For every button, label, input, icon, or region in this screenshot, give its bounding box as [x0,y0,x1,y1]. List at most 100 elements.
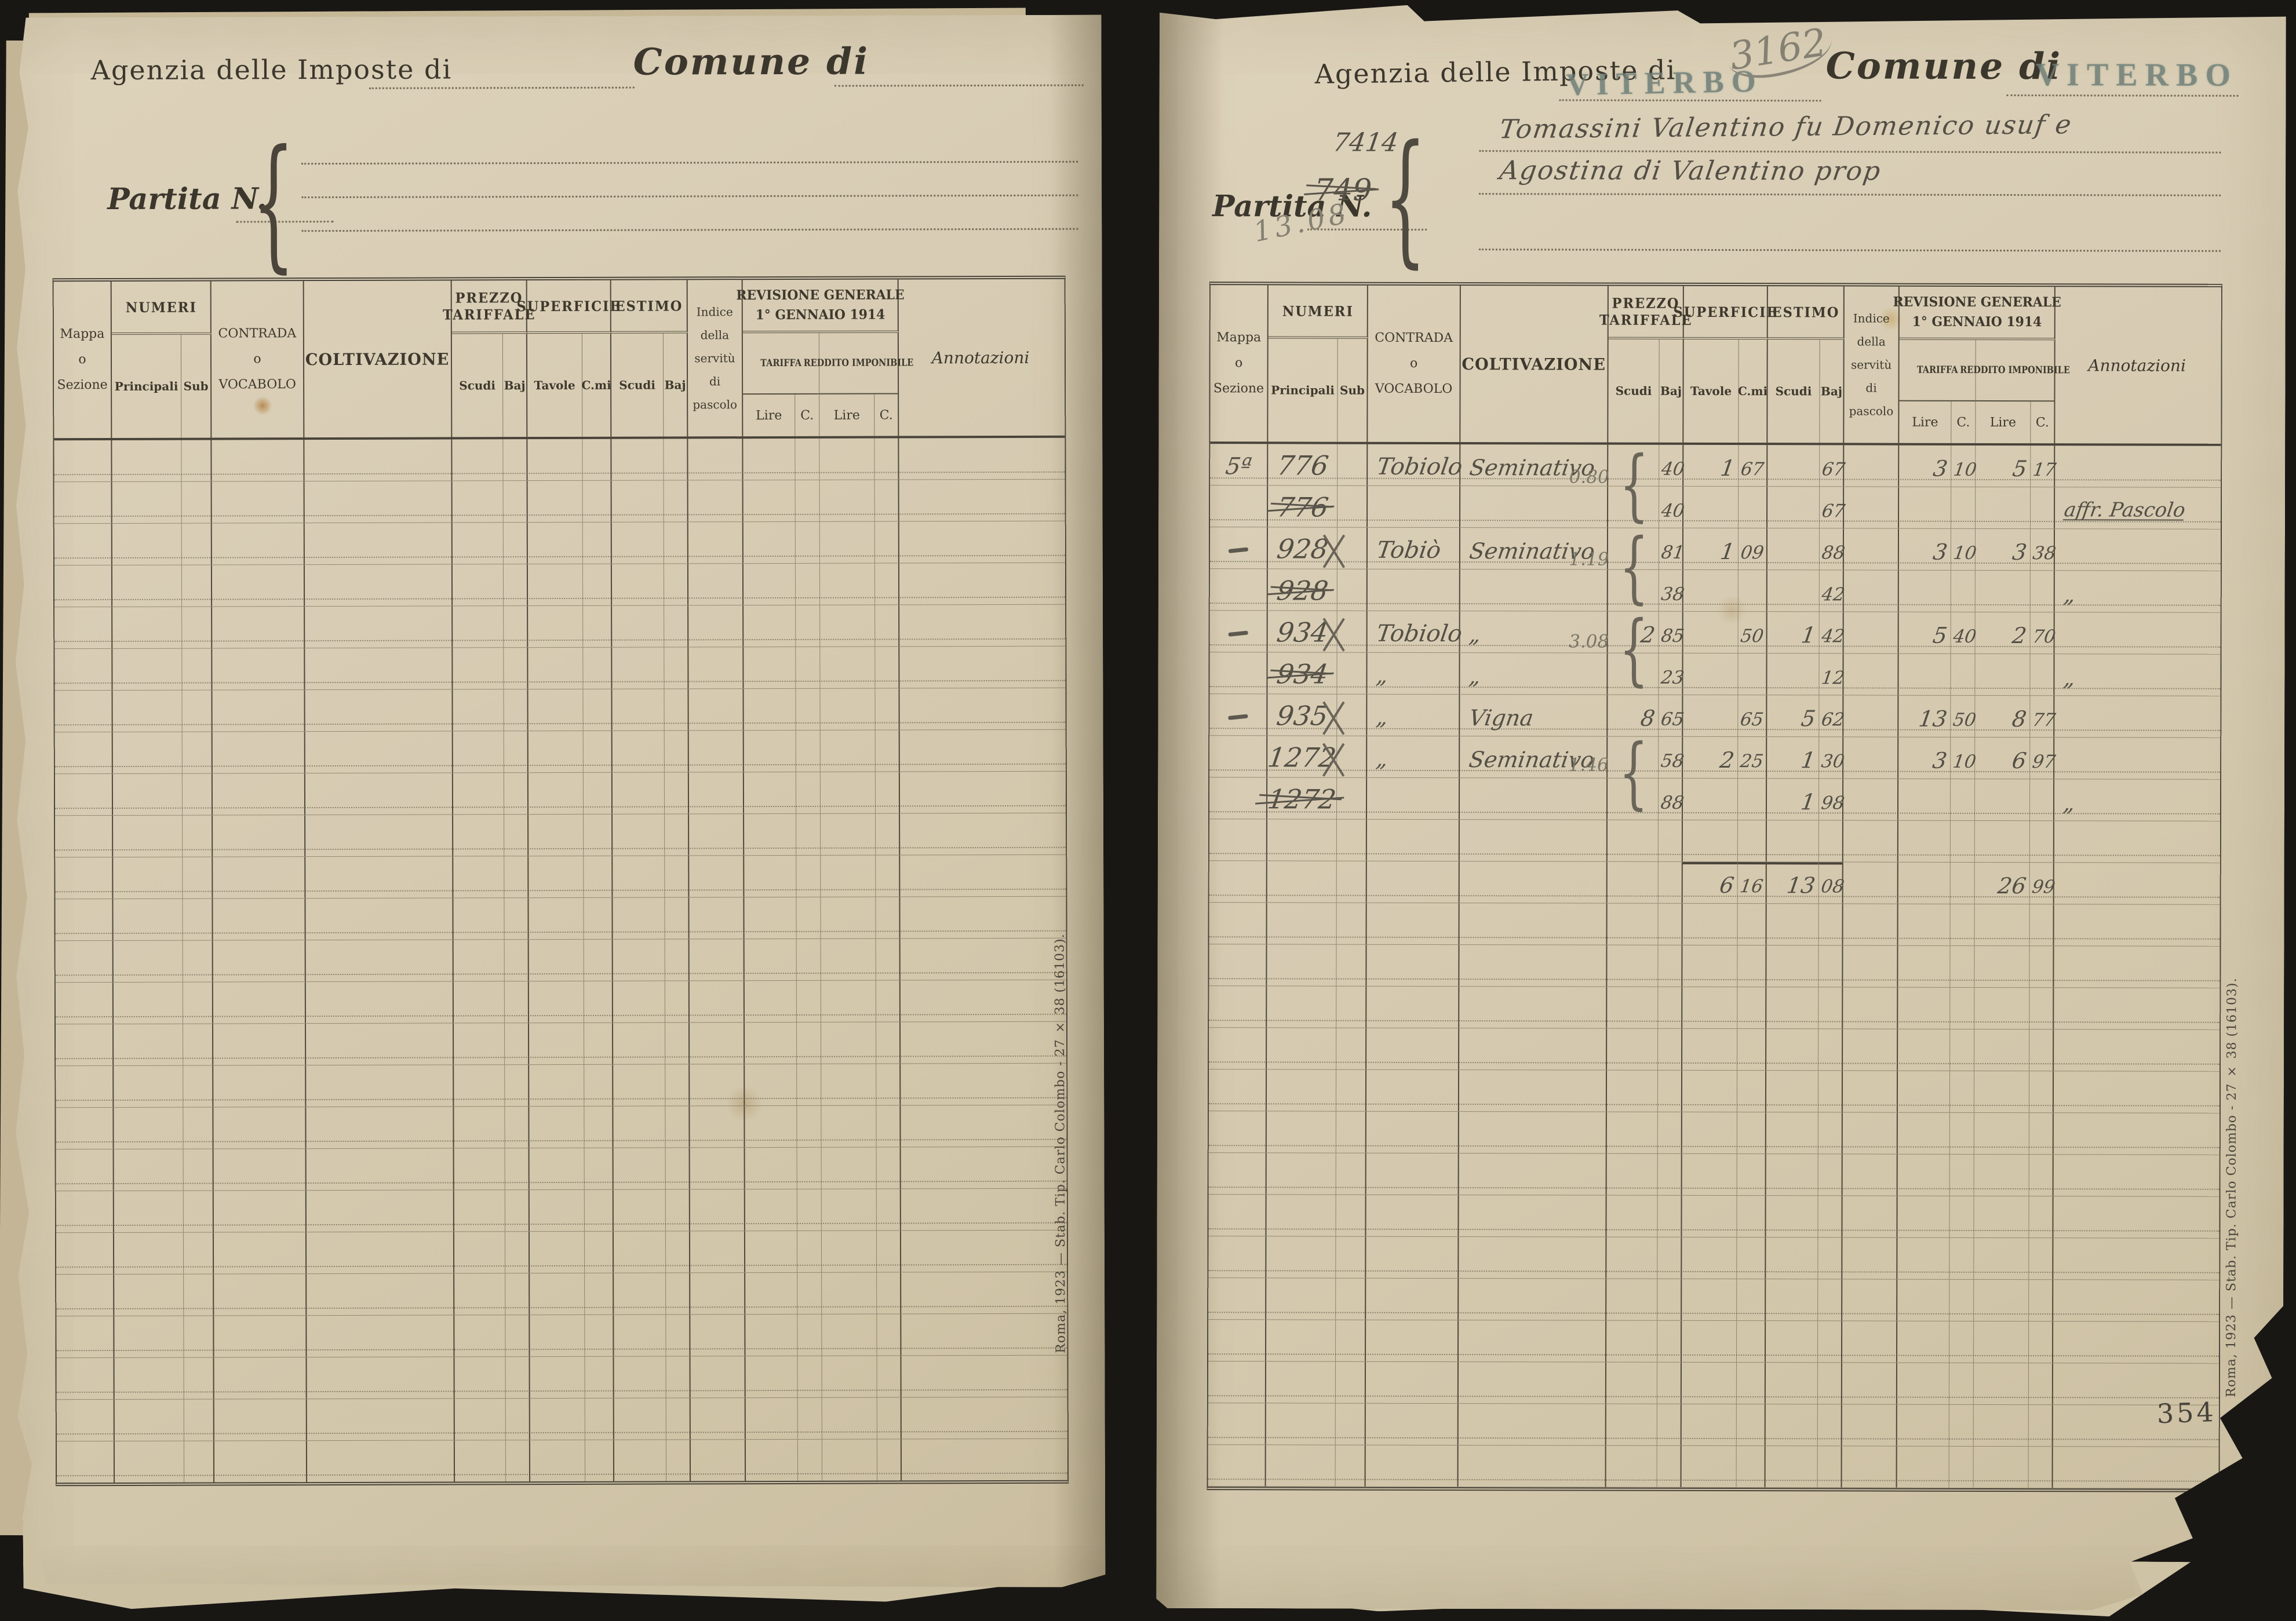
col-header-tavole: Tavole [527,334,582,437]
table-cell [746,1356,798,1397]
table-cell [1683,904,1738,945]
table-cell [585,1440,614,1481]
table-cell [184,1400,214,1441]
header-text: Principali [114,379,178,393]
handwritten-value: 3 [1931,539,1949,565]
table-cell [613,940,665,981]
table-cell [899,605,1063,647]
table-cell [797,981,821,1022]
header-text: PREZZO [455,289,523,306]
table-cell [1683,779,1738,820]
handwritten-value: 10 [1951,751,1978,772]
table-cell: „ [1367,736,1460,777]
table-cell [744,647,796,688]
table-cell [183,1066,213,1107]
handwritten-value: 38 [1660,583,1686,605]
table-cell [1683,820,1738,861]
table-cell [1842,1279,1897,1320]
table-cell [611,439,664,480]
table-cell [877,1147,901,1188]
header-text: NUMERI [125,298,197,316]
table-cell [1737,1112,1766,1153]
agency-label: Agenzia delle Imposte di [90,53,453,86]
header-text: VOCABOLO [218,377,296,392]
table-cell [1683,487,1739,528]
table-cell [1266,1445,1336,1486]
table-cell [796,897,821,939]
table-cell [113,774,183,815]
table-cell: 70 [2031,612,2055,653]
handwritten-value: 5 [1931,622,1949,648]
table-cell: „ [2054,779,2218,821]
table-cell [213,982,306,1023]
table-cell [1267,1153,1336,1194]
table-cell [306,1065,454,1107]
table-cell [1209,694,1267,735]
table-cell [1767,820,1819,861]
table-cell [664,480,688,521]
col-header-tavole: Tavole [1683,339,1739,443]
table-cell [2053,1196,2217,1238]
table-cell [183,941,213,982]
table-cell [745,1023,797,1064]
table-cell [1657,1237,1682,1279]
table-cell: „ [1367,695,1460,736]
col-header-prezzo-baj: Baj [503,334,527,437]
table-cell [584,815,613,856]
table-cell [1951,571,1976,612]
table-cell [822,1398,877,1439]
table-cell [1843,779,1898,820]
handwritten-value: 81 [1660,542,1686,563]
struck-number: 1272 [1266,783,1338,815]
header-text: C. [800,408,814,423]
table-cell [2053,1405,2217,1447]
table-cell [1367,820,1460,861]
table-cell [214,1441,307,1482]
table-cell [877,1272,901,1313]
table-cell [876,1064,901,1105]
header-text: Baj [664,378,686,392]
handwritten-value: 934 [1275,662,1329,685]
table-cell [54,649,112,690]
table-cell [505,940,529,981]
table-cell [528,481,583,522]
table-cell [1208,1361,1266,1403]
table-cell [184,1316,214,1357]
table-cell [1606,1196,1657,1237]
table-cell [744,856,796,897]
table-cell [877,1356,902,1397]
table-cell [744,772,796,813]
table-cell [1209,777,1267,819]
handwritten-value: 2 [1718,747,1736,773]
table-cell [1974,1113,2029,1154]
table-row: 935 „ Vigna 8 65 65 5 62 13 50 8 77 [1209,694,2220,738]
table-cell [614,1273,666,1315]
table-cell [1897,1363,1949,1404]
table-cell [212,607,305,648]
table-cell [1949,1196,1974,1237]
col-header-numeri: NUMERI [1269,285,1368,338]
table-cell [744,564,796,605]
table-cell [1266,1403,1336,1444]
table-cell [795,439,819,480]
col-header-annotazioni: Annotazioni [899,279,1063,436]
table-cell [183,899,213,940]
handwritten-value: 1 [1799,789,1817,815]
table-cell [1366,1279,1459,1320]
table-cell [1266,1236,1336,1277]
table-cell [1366,1362,1459,1403]
handwritten-value: 6 [2010,748,2028,774]
table-cell [1737,1321,1766,1362]
struck-number: 934 [1274,658,1330,690]
table-cell [114,1149,184,1191]
table-cell [1842,1363,1897,1404]
table-cell [1366,1237,1459,1278]
table-cell [2054,988,2217,1029]
table-cell: 16 [1738,862,1767,903]
table-cell [1366,1070,1459,1111]
table-cell [1767,528,1820,569]
table-cell [1842,1196,1897,1237]
handwritten-value: „ [1375,704,1390,730]
table-cell [453,815,504,856]
table-row: 1272 88 1 98 „ [1209,777,2220,822]
